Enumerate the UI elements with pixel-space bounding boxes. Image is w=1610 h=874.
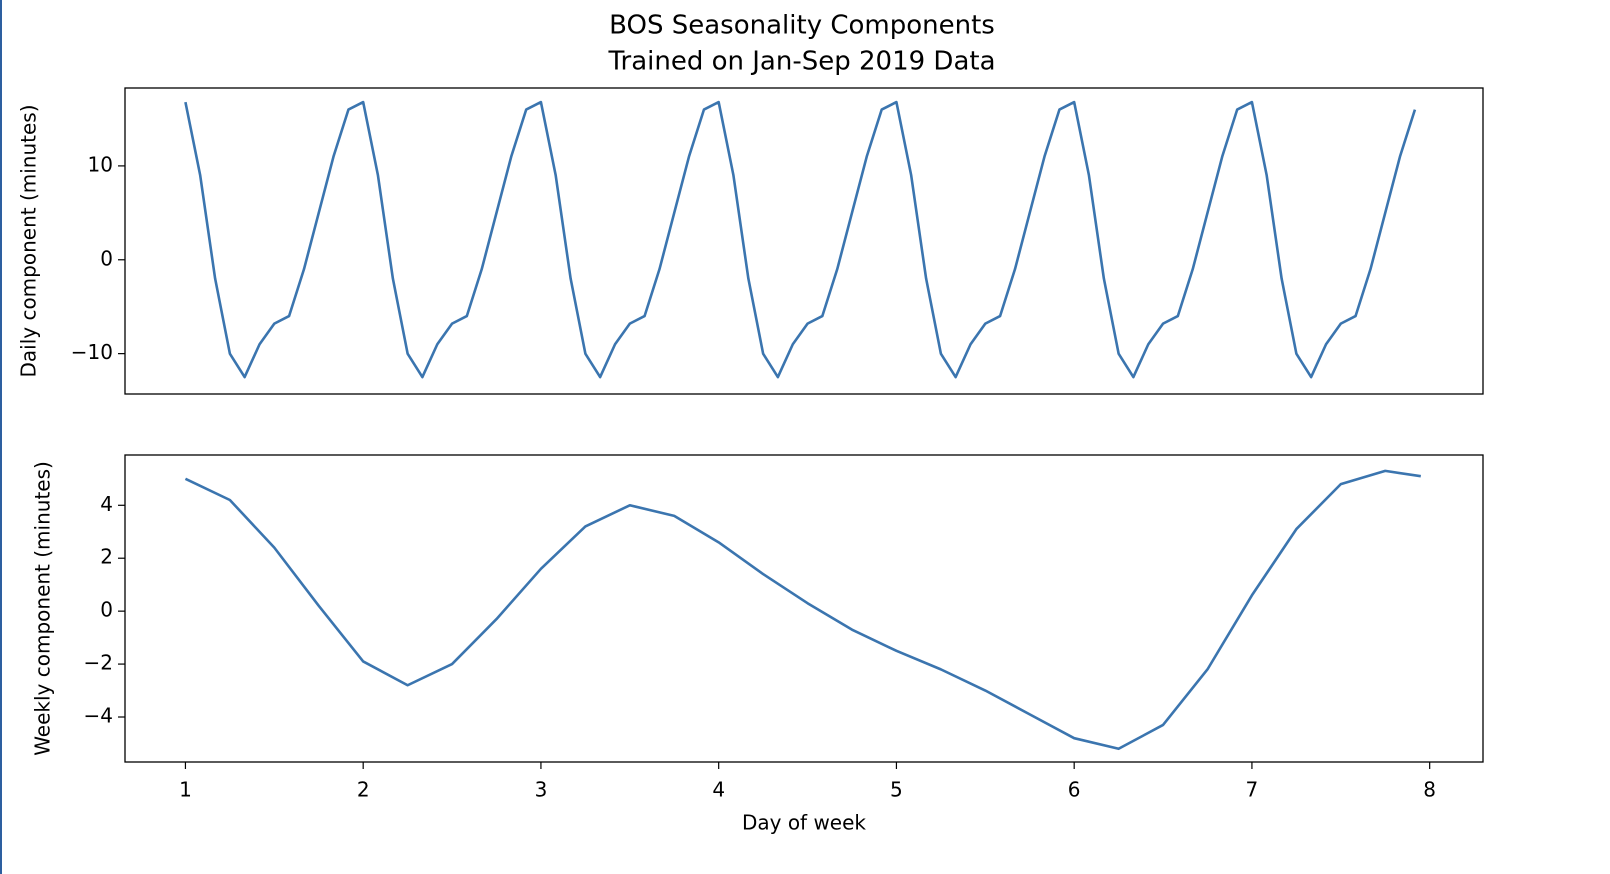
plot-frame bbox=[124, 454, 1484, 763]
y-tick-label: 4 bbox=[100, 492, 113, 516]
chart-title: BOS Seasonality Components bbox=[609, 11, 995, 41]
x-tick-label: 1 bbox=[179, 778, 192, 802]
x-tick-label: 2 bbox=[357, 778, 370, 802]
y-axis-label: Daily component (minutes) bbox=[17, 104, 41, 377]
y-tick-label: 10 bbox=[88, 152, 113, 176]
y-tick-label: 0 bbox=[100, 246, 113, 270]
x-tick-label: 4 bbox=[712, 778, 725, 802]
y-tick-label: −4 bbox=[84, 704, 113, 728]
y-axis-label: Weekly component (minutes) bbox=[31, 461, 55, 756]
y-tick-label: 2 bbox=[100, 545, 113, 569]
y-tick-label: 0 bbox=[100, 598, 113, 622]
x-tick-label: 7 bbox=[1246, 778, 1259, 802]
plot-frame bbox=[124, 87, 1484, 395]
x-tick-label: 3 bbox=[535, 778, 548, 802]
chart-subtitle: Trained on Jan-Sep 2019 Data bbox=[607, 47, 995, 77]
x-tick-label: 8 bbox=[1423, 778, 1436, 802]
y-tick-label: −10 bbox=[71, 340, 113, 364]
line bbox=[184, 100, 1417, 379]
y-tick-label: −2 bbox=[84, 651, 113, 675]
x-tick-label: 5 bbox=[890, 778, 903, 802]
x-tick-label: 6 bbox=[1068, 778, 1081, 802]
x-axis-label: Day of week bbox=[742, 811, 866, 835]
line bbox=[184, 469, 1421, 751]
